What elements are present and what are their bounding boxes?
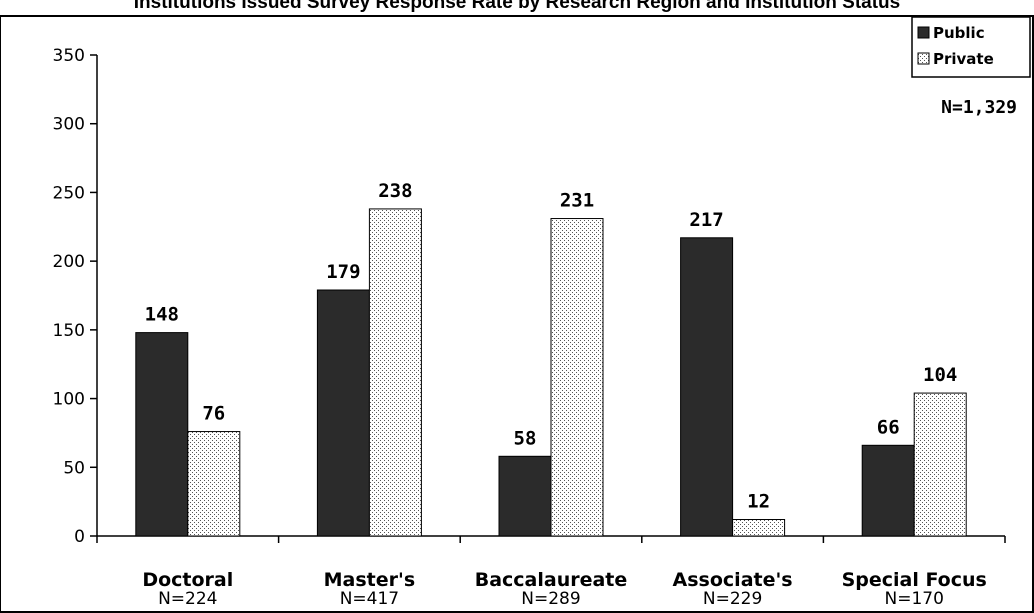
legend-swatch-private (917, 52, 930, 65)
legend-label-public: Public (933, 24, 985, 42)
y-tick-label: 0 (74, 527, 85, 547)
data-label-public: 179 (326, 261, 360, 283)
chart-frame (0, 15, 1034, 613)
total-n-label: N=1,329 (941, 97, 1017, 118)
bar-public (316, 289, 370, 537)
bar-public (498, 455, 552, 537)
data-label-private: 104 (923, 364, 957, 386)
x-category-label: Associate's (673, 569, 793, 591)
bar-public (135, 332, 189, 537)
data-label-private: 12 (747, 491, 770, 513)
x-category-label: Master's (324, 569, 416, 591)
x-category-n: N=229 (703, 589, 762, 609)
y-tick-label: 50 (63, 458, 85, 478)
y-tick-label: 100 (53, 390, 85, 410)
x-category-n: N=224 (158, 589, 217, 609)
bar-private (368, 208, 422, 537)
x-category-label: Special Focus (842, 569, 987, 591)
bar-public (861, 444, 915, 537)
chart-header: Institutions Issued Survey Response Rate… (134, 0, 901, 13)
bar-private (732, 519, 786, 537)
bar-private (187, 431, 241, 537)
bar-public (680, 237, 734, 537)
bar-private (913, 392, 967, 537)
y-tick-label: 200 (53, 252, 85, 272)
y-tick-label: 250 (53, 183, 85, 203)
y-tick-label: 150 (53, 321, 85, 341)
x-category-n: N=170 (884, 589, 943, 609)
data-label-public: 217 (689, 209, 723, 231)
legend-box (911, 16, 1031, 78)
bar-private (550, 218, 604, 537)
data-label-public: 148 (145, 304, 179, 326)
data-label-public: 58 (514, 427, 537, 449)
x-category-label: Doctoral (142, 569, 233, 591)
data-label-public: 66 (877, 416, 900, 438)
y-tick-label: 300 (53, 115, 85, 135)
x-category-label: Baccalaureate (475, 569, 628, 591)
x-category-n: N=289 (521, 589, 580, 609)
y-tick-label: 350 (53, 46, 85, 66)
data-label-private: 76 (202, 403, 225, 425)
x-category-n: N=417 (340, 589, 399, 609)
legend-label-private: Private (933, 50, 994, 68)
data-label-private: 231 (560, 190, 594, 212)
data-label-private: 238 (378, 180, 412, 202)
legend-swatch-public (917, 26, 930, 39)
